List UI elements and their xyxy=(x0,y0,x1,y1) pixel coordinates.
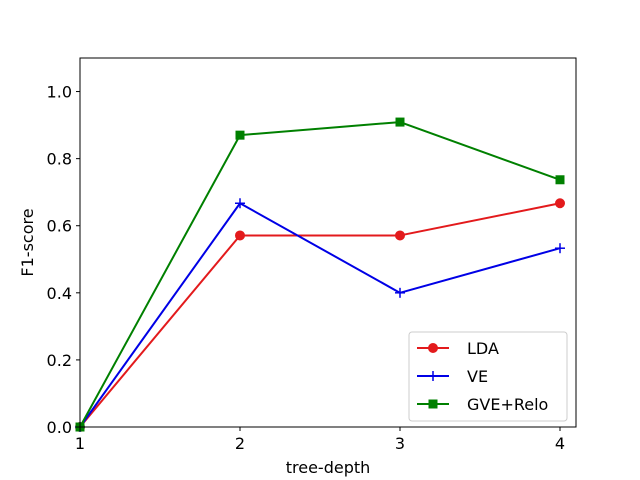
legend-item-gve-relo: GVE+Relo xyxy=(417,395,548,414)
data-point-gve-relo xyxy=(235,130,245,140)
data-point-lda xyxy=(395,230,405,241)
legend-swatch-marker xyxy=(428,343,438,353)
series-line-ve xyxy=(79,202,561,428)
data-point-lda xyxy=(235,230,245,241)
legend-label: GVE+Relo xyxy=(467,395,548,414)
x-tick-label: 1 xyxy=(75,434,85,453)
data-point-gve-relo xyxy=(395,117,405,127)
legend-swatch-marker xyxy=(428,371,438,381)
y-tick-label: 0.2 xyxy=(47,351,72,370)
legend-item-ve: VE xyxy=(417,367,488,386)
legend-item-lda: LDA xyxy=(417,339,499,358)
legend-label: VE xyxy=(467,367,488,386)
legend-swatch-marker xyxy=(428,399,438,409)
legend-box xyxy=(408,331,568,422)
y-tick-label: 0.6 xyxy=(47,217,72,236)
series-layer xyxy=(75,117,565,432)
x-axis-label: tree-depth xyxy=(286,458,371,477)
y-axis-label: F1-score xyxy=(18,208,37,276)
x-tick-label: 2 xyxy=(235,434,245,453)
legend: LDA VE GVE+Relo xyxy=(408,331,568,422)
x-tick-label: 4 xyxy=(555,434,565,453)
y-tick-label: 0.0 xyxy=(47,418,72,437)
legend-label: LDA xyxy=(467,339,499,358)
y-axis-ticks: 0.0 0.2 0.4 0.6 0.8 1.0 xyxy=(47,83,80,437)
data-point-gve-relo xyxy=(555,175,565,185)
data-point-ve xyxy=(235,198,245,209)
x-tick-label: 3 xyxy=(395,434,405,453)
series-line-gve-relo xyxy=(79,121,561,428)
data-point-lda xyxy=(555,198,565,209)
plot-frame xyxy=(79,57,577,428)
data-point-ve xyxy=(395,287,405,298)
x-axis-ticks: 1 2 3 4 xyxy=(75,427,565,453)
y-tick-label: 0.4 xyxy=(47,284,72,303)
y-tick-label: 1.0 xyxy=(47,83,72,102)
y-tick-label: 0.8 xyxy=(47,150,72,169)
series-line-lda xyxy=(79,202,561,428)
data-point-ve xyxy=(555,243,565,254)
